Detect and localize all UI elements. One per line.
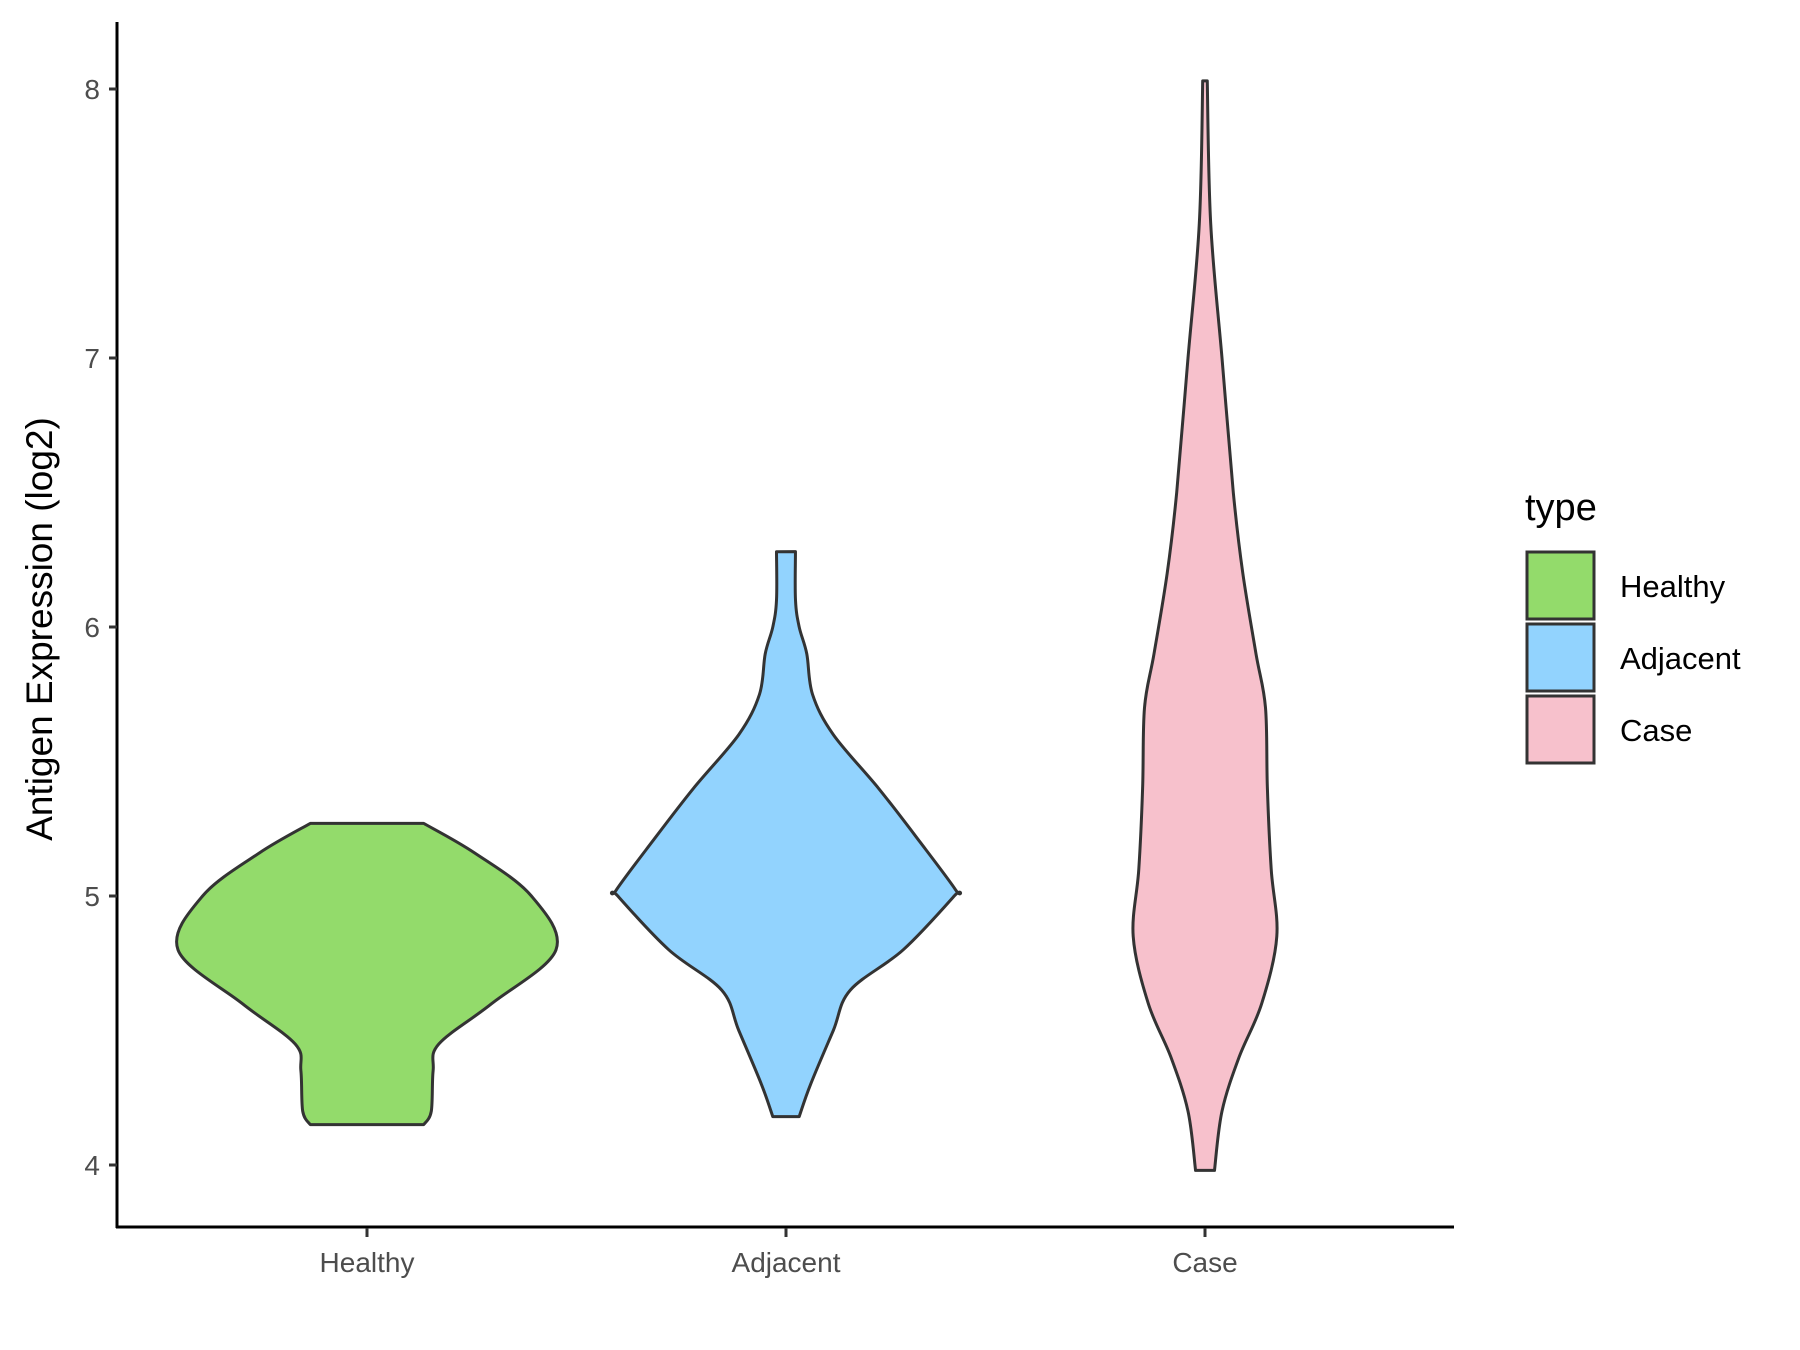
y-tick-label: 4 — [84, 1150, 100, 1181]
y-tick-label: 7 — [84, 343, 100, 374]
x-tick-label: Case — [1172, 1247, 1237, 1278]
violin-case — [1131, 79, 1279, 1172]
violin-healthy — [175, 821, 559, 1127]
x-tick-label: Adjacent — [732, 1247, 841, 1278]
y-axis-title: Antigen Expression (log2) — [19, 417, 60, 841]
legend-label: Adjacent — [1620, 641, 1741, 676]
legend-label: Healthy — [1620, 569, 1726, 604]
y-tick-label: 5 — [84, 881, 100, 912]
violins — [175, 79, 1279, 1172]
legend-key-adjacent — [1525, 622, 1596, 693]
y-tick-label: 8 — [84, 74, 100, 105]
legend-key-healthy — [1525, 550, 1596, 621]
x-tick-label: Healthy — [320, 1247, 415, 1278]
legend: type Healthy Adjacent Case — [1525, 487, 1741, 765]
x-ticks: Healthy Adjacent Case — [320, 1228, 1238, 1278]
legend-title: type — [1525, 487, 1597, 529]
legend-key-case — [1525, 694, 1596, 765]
violin-adjacent — [609, 550, 963, 1119]
legend-label: Case — [1620, 713, 1692, 748]
y-tick-label: 6 — [84, 612, 100, 643]
y-ticks: 4 5 6 7 8 — [84, 74, 117, 1181]
